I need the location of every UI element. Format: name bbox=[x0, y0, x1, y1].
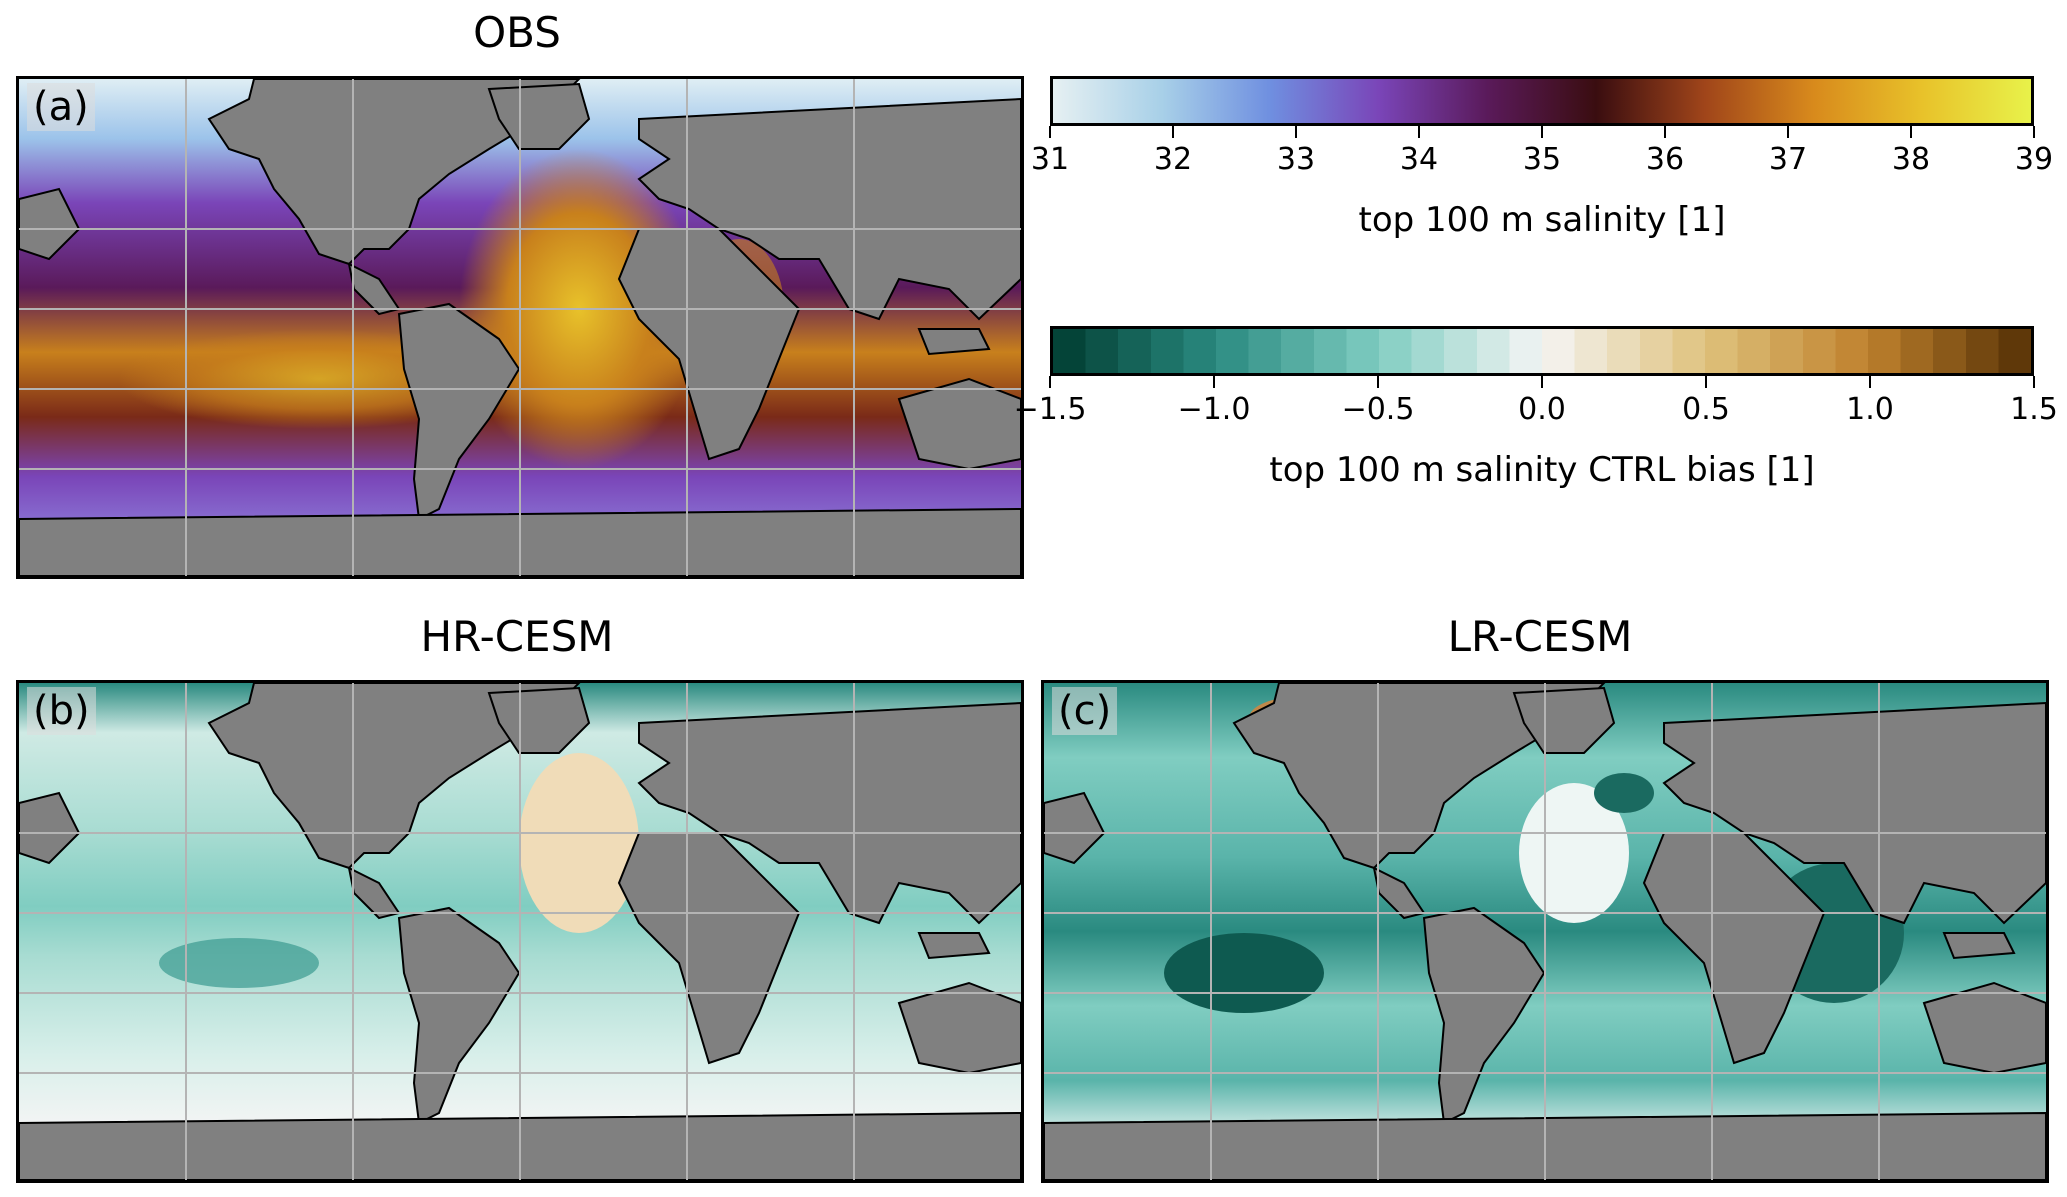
colorbar-tick-mark bbox=[1541, 376, 1543, 388]
land-mass bbox=[1232, 683, 1606, 870]
colorbar-tick-mark bbox=[1049, 376, 1051, 388]
colorbar-tick-mark bbox=[1910, 126, 1912, 138]
land-mass bbox=[397, 906, 521, 1125]
land-mass bbox=[1922, 981, 2046, 1075]
land-mass bbox=[487, 82, 591, 150]
land-mass bbox=[1642, 832, 1826, 1065]
land-mass bbox=[1662, 701, 2046, 925]
bias-colorbar: −1.5 −1.0 −0.5 0.0 0.5 1.0 1.5 top 100 m salin… bbox=[1014, 326, 2058, 506]
land-mass bbox=[1512, 686, 1616, 754]
colorbar-tick-mark bbox=[1172, 126, 1174, 138]
colorbar-tick-label: −0.5 bbox=[1341, 392, 1415, 427]
land-mass bbox=[897, 981, 1021, 1075]
panel-a-label: (a) bbox=[27, 83, 95, 131]
panel-b-title: HR-CESM bbox=[420, 612, 614, 661]
colorbar-tick-label: 37 bbox=[1768, 142, 1808, 177]
land-mass bbox=[917, 328, 991, 356]
colorbar-tick-mark bbox=[1787, 126, 1789, 138]
colorbar-tick-label: −1.0 bbox=[1177, 392, 1251, 427]
colorbar-tick-label: 35 bbox=[1522, 142, 1562, 177]
land-mass bbox=[1422, 906, 1546, 1125]
colorbar-tick-mark bbox=[1213, 376, 1215, 388]
land-mass bbox=[1044, 791, 1106, 865]
land-mass bbox=[637, 97, 1021, 321]
land-mass bbox=[19, 791, 81, 865]
land-mass bbox=[207, 683, 581, 870]
panel-c-label: (c) bbox=[1052, 687, 1118, 735]
colorbar-tick-label: 0.0 bbox=[1518, 392, 1566, 427]
salinity-colorbar: 31 32 33 34 35 36 37 38 39 top 100 m salinity [1… bbox=[1031, 76, 2053, 256]
colorbar-tick-mark bbox=[1377, 376, 1379, 388]
colorbar-tick-mark bbox=[1869, 376, 1871, 388]
salinity-colorbar-gradient bbox=[1050, 76, 2034, 126]
colorbar-tick-label: 33 bbox=[1276, 142, 1316, 177]
colorbar-tick-label: 36 bbox=[1645, 142, 1685, 177]
land-mass bbox=[487, 686, 591, 754]
colorbar-tick-mark bbox=[2033, 126, 2035, 138]
colorbar-tick-mark bbox=[1418, 126, 1420, 138]
land-mass bbox=[617, 228, 801, 461]
colorbar-tick-mark bbox=[1295, 126, 1297, 138]
colorbar-tick-label: 1.5 bbox=[2010, 392, 2058, 427]
colorbar-tick-label: 1.0 bbox=[1846, 392, 1894, 427]
colorbar-tick-mark bbox=[1705, 376, 1707, 388]
colorbar-tick-label: 39 bbox=[2014, 142, 2054, 177]
land-mass bbox=[19, 187, 81, 261]
panel-b-label: (b) bbox=[27, 687, 96, 735]
land-mass bbox=[207, 79, 581, 266]
bias-colorbar-gradient bbox=[1050, 326, 2034, 376]
colorbar-tick-mark bbox=[1664, 126, 1666, 138]
land-mass bbox=[637, 701, 1021, 925]
colorbar-tick-label: 32 bbox=[1153, 142, 1193, 177]
bias-colorbar-label: top 100 m salinity CTRL bias [1] bbox=[1269, 450, 1815, 490]
colorbar-tick-label: 34 bbox=[1399, 142, 1439, 177]
panel-c-title: LR-CESM bbox=[1447, 612, 1633, 661]
land-mass bbox=[897, 377, 1021, 471]
map-hr-cesm-bias: (b) bbox=[16, 680, 1024, 1183]
colorbar-tick-label: −1.5 bbox=[1013, 392, 1087, 427]
colorbar-tick-mark bbox=[2033, 376, 2035, 388]
colorbar-tick-mark bbox=[1541, 126, 1543, 138]
colorbar-tick-mark bbox=[1049, 126, 1051, 138]
panel-a-title: OBS bbox=[473, 8, 561, 57]
salinity-colorbar-label: top 100 m salinity [1] bbox=[1358, 200, 1726, 240]
colorbar-tick-label: 0.5 bbox=[1682, 392, 1730, 427]
land-mass bbox=[917, 932, 991, 960]
colorbar-tick-label: 38 bbox=[1891, 142, 1931, 177]
land-mass bbox=[397, 302, 521, 521]
map-obs-salinity: (a) bbox=[16, 76, 1024, 579]
land-mass bbox=[1942, 932, 2016, 960]
map-lr-cesm-bias: (c) bbox=[1041, 680, 2049, 1183]
land-mass bbox=[617, 832, 801, 1065]
colorbar-tick-label: 31 bbox=[1030, 142, 1070, 177]
